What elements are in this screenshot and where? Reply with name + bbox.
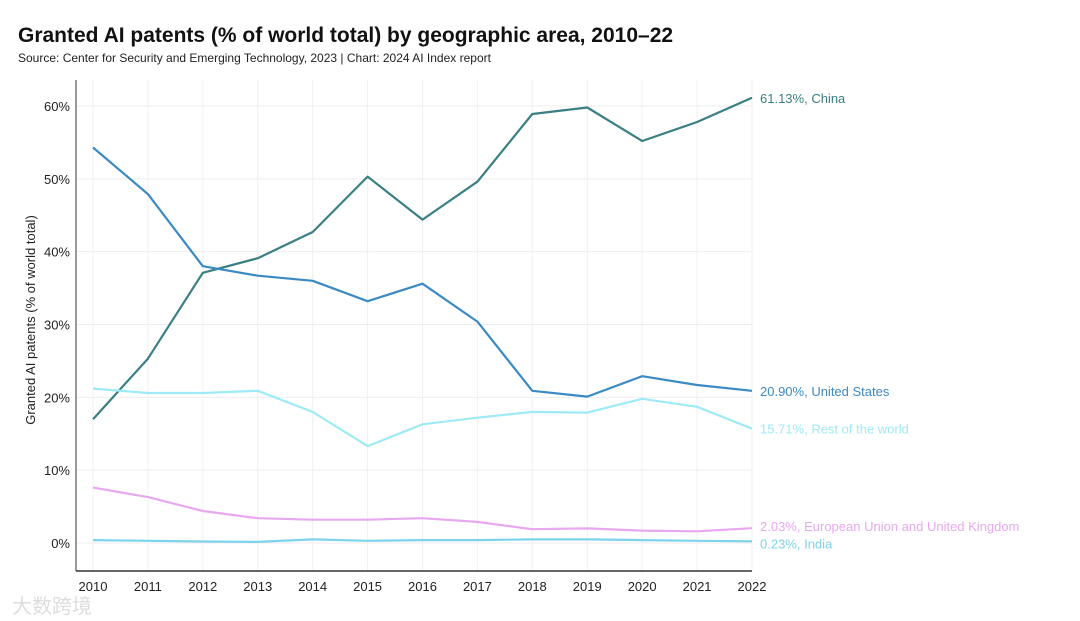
chart-subtitle: Source: Center for Security and Emerging… xyxy=(18,51,491,65)
series-end-label: 0.23%, India xyxy=(760,536,833,551)
y-tick-label: 40% xyxy=(44,245,70,260)
y-tick-label: 30% xyxy=(44,318,70,333)
x-tick-label: 2021 xyxy=(683,579,712,594)
x-tick-label: 2013 xyxy=(243,579,272,594)
series-end-label: 15.71%, Rest of the world xyxy=(760,422,909,437)
x-tick-label: 2022 xyxy=(738,579,767,594)
x-tick-label: 2015 xyxy=(353,579,382,594)
x-tick-label: 2010 xyxy=(79,579,108,594)
x-tick-label: 2011 xyxy=(134,579,162,594)
x-tick-label: 2019 xyxy=(573,579,602,594)
x-tick-label: 2014 xyxy=(298,579,327,594)
chart-title: Granted AI patents (% of world total) by… xyxy=(18,24,674,47)
y-tick-label: 20% xyxy=(44,390,70,405)
y-tick-label: 60% xyxy=(44,99,70,114)
x-tick-label: 2018 xyxy=(518,579,547,594)
y-axis-label: Granted AI patents (% of world total) xyxy=(23,215,38,425)
series-end-label: 61.13%, China xyxy=(760,91,846,106)
x-tick-label: 2016 xyxy=(408,579,437,594)
x-tick-label: 2020 xyxy=(628,579,657,594)
series-end-label: 20.90%, United States xyxy=(760,384,890,399)
y-tick-label: 10% xyxy=(44,463,70,478)
y-tick-label: 50% xyxy=(44,172,70,187)
series-end-label: 2.03%, European Union and United Kingdom xyxy=(760,519,1019,534)
x-tick-label: 2012 xyxy=(188,579,217,594)
x-tick-label: 2017 xyxy=(463,579,492,594)
watermark: 大数跨境 xyxy=(12,596,92,618)
y-tick-label: 0% xyxy=(51,536,70,551)
